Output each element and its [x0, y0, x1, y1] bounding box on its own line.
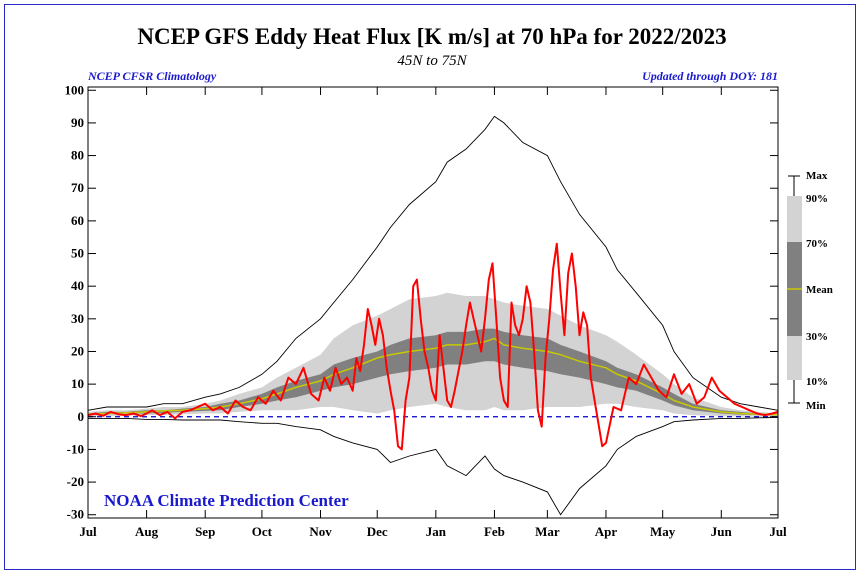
- x-tick-label: Oct: [252, 524, 273, 539]
- y-tick-label: 40: [71, 278, 84, 293]
- credit-label: NOAA Climate Prediction Center: [104, 491, 349, 510]
- updated-note: Updated through DOY: 181: [642, 69, 778, 83]
- legend-10-label: 10%: [806, 376, 828, 388]
- x-tick-label: Jun: [711, 524, 733, 539]
- x-tick-label: Jul: [769, 524, 787, 539]
- legend-70-label: 70%: [806, 238, 828, 250]
- legend-max-label: Max: [806, 170, 828, 182]
- band-30-70: [88, 328, 778, 416]
- y-tick-label: 100: [65, 82, 85, 97]
- y-tick-label: 0: [78, 409, 85, 424]
- legend-mean-label: Mean: [806, 284, 833, 296]
- y-tick-label: 20: [71, 343, 84, 358]
- x-tick-label: Jan: [426, 524, 447, 539]
- series-lines: [87, 115, 779, 516]
- y-tick-label: 70: [71, 180, 84, 195]
- legend-min-label: Min: [806, 400, 826, 412]
- x-tick-label: Nov: [309, 524, 332, 539]
- x-tick-label: Aug: [135, 524, 159, 539]
- y-tick-label: 10: [71, 376, 84, 391]
- climatology-bands: [88, 292, 778, 417]
- y-tick-label: 30: [71, 311, 84, 326]
- x-tick-label: Jul: [79, 524, 97, 539]
- y-tick-label: 90: [71, 115, 84, 130]
- x-tick-label: May: [650, 524, 676, 539]
- x-tick-label: Feb: [484, 524, 505, 539]
- climatology-note: NCEP CFSR Climatology: [88, 69, 217, 83]
- y-tick-label: -20: [67, 474, 84, 489]
- axes: -30 -20 -10 0 10 20 30 40 50 60 70 80 90 100 Jul Aug Sep…: [65, 82, 788, 539]
- x-tick-label: Mar: [535, 524, 560, 539]
- x-tick-label: Dec: [367, 524, 388, 539]
- y-tick-label: 50: [71, 246, 84, 261]
- y-tick-label: -10: [67, 441, 84, 456]
- series-max-line: [87, 115, 779, 411]
- chart-title: NCEP GFS Eddy Heat Flux [K m/s] at 70 hP…: [137, 24, 727, 49]
- series-min-line: [88, 416, 779, 516]
- y-tick-label: 60: [71, 213, 84, 228]
- x-tick-label: Sep: [195, 524, 215, 539]
- figure-frame: [4, 4, 856, 570]
- x-tick-label: Apr: [595, 524, 618, 539]
- chart-subtitle: 45N to 75N: [397, 53, 467, 69]
- y-tick-label: -30: [67, 507, 84, 522]
- plot-frame: [87, 86, 779, 519]
- legend: Max 90% 70% Mean 30% 10% Min: [787, 170, 833, 412]
- series-current-line: [87, 242, 779, 451]
- legend-90-label: 90%: [806, 193, 828, 205]
- legend-30-label: 30%: [806, 331, 828, 343]
- y-tick-label: 80: [71, 148, 84, 163]
